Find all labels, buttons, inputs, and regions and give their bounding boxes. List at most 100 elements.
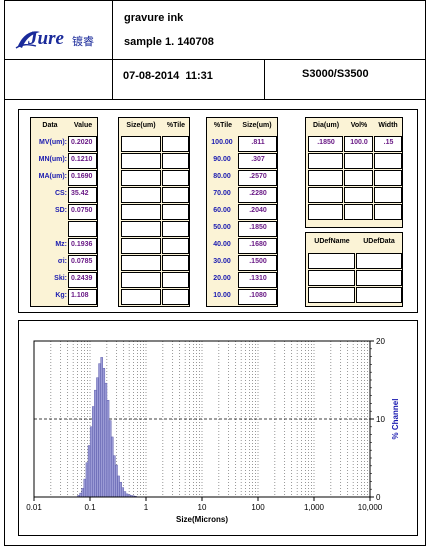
size-cell — [121, 289, 161, 305]
percentile-size: .811 — [251, 139, 265, 146]
percentile-size-cell: .1850 — [238, 221, 277, 237]
header-divider-bottom — [4, 99, 426, 100]
summary-value-cell: 0.1936 — [68, 238, 97, 254]
peak-diameter: .1850 — [317, 139, 335, 146]
summary-value-cell: 0.2020 — [68, 136, 97, 152]
percentile-size-cell: .307 — [238, 153, 277, 169]
peak-cell: 100.0 — [344, 136, 373, 152]
udef-data-cell — [356, 287, 402, 303]
size-col-tile: %Tile — [166, 122, 186, 129]
tile-cell — [162, 204, 189, 220]
percentile-size: .1680 — [249, 241, 267, 248]
tile-cell — [162, 187, 189, 203]
peak-cell — [308, 204, 343, 220]
summary-label: Kg: — [55, 292, 67, 299]
summary-table: Data Value MV(um): 0.2020 MN(um): 0.1210 MA(… — [30, 117, 98, 307]
size-cell — [121, 170, 161, 186]
size-cell — [121, 272, 161, 288]
tile-col-tile: %Tile — [213, 122, 233, 129]
summary-value: 0.1210 — [71, 156, 93, 163]
peak-cell — [344, 187, 373, 203]
summary-value-cell: 0.0785 — [68, 255, 97, 271]
peak-cell — [374, 153, 402, 169]
percentile-label: 10.00 — [213, 292, 231, 299]
percentile-table: %Tile Size(um) 100.00 .811 90.00 .307 80.00.… — [206, 117, 278, 307]
percentile-size-cell: .1310 — [238, 272, 277, 288]
percentile-label: 40.00 — [213, 241, 231, 248]
logo-swoosh-icon — [15, 31, 40, 49]
header-divider-top — [4, 59, 426, 60]
size-cell — [121, 238, 161, 254]
peak-cell — [374, 170, 402, 186]
peak-cell — [344, 204, 373, 220]
udef-data-cell — [356, 270, 402, 286]
udef-col-name: UDefName — [314, 238, 350, 245]
summary-value: 0.0785 — [71, 258, 93, 265]
peak-cell: .15 — [374, 136, 402, 152]
summary-label: SD: — [54, 207, 67, 214]
summary-label: MV(um): — [39, 139, 67, 146]
peak-cell — [308, 170, 343, 186]
product-name: gravure ink — [124, 12, 184, 24]
percentile-size: .2040 — [249, 207, 267, 214]
summary-value: 0.1936 — [71, 241, 93, 248]
peak-width: .15 — [383, 139, 394, 146]
tile-cell — [162, 136, 189, 152]
percentile-size-cell: .2040 — [238, 204, 277, 220]
udef-data-cell — [356, 253, 402, 269]
peak-cell — [308, 187, 343, 203]
tile-cell — [162, 272, 189, 288]
peak-col-vol: Vol% — [350, 122, 368, 129]
peak-volume: 100.0 — [350, 139, 368, 146]
percentile-label: 20.00 — [213, 275, 231, 282]
size-cell — [121, 204, 161, 220]
percentile-size: .307 — [251, 156, 265, 163]
summary-label: MA(um): — [38, 173, 67, 180]
udef-name-cell — [308, 287, 355, 303]
summary-value-cell: 0.1210 — [68, 153, 97, 169]
percentile-label: 70.00 — [213, 190, 231, 197]
percentile-size: .1500 — [249, 258, 267, 265]
size-cell — [121, 153, 161, 169]
chart-panel — [18, 320, 418, 536]
peak-cell: .1850 — [308, 136, 343, 152]
peak-col-dia: Dia(um) — [312, 122, 340, 129]
summary-label: σi: — [57, 258, 67, 265]
percentile-label: 30.00 — [213, 258, 231, 265]
tile-col-size: Size(um) — [242, 122, 272, 129]
percentile-label: 60.00 — [213, 207, 231, 214]
percentile-label: 80.00 — [213, 173, 231, 180]
tile-cell — [162, 221, 189, 237]
percentile-label: 90.00 — [213, 156, 231, 163]
percentile-size: .1310 — [249, 275, 267, 282]
summary-label: Mz: — [55, 241, 67, 248]
report-datetime: 07-08-2014 11:31 — [123, 70, 213, 82]
udef-col-data: UDefData — [363, 238, 395, 245]
percentile-size: .1080 — [249, 292, 267, 299]
summary-label: MN(um): — [38, 156, 67, 163]
summary-value: 35.42 — [71, 190, 89, 197]
summary-value-cell: 0.1690 — [68, 170, 97, 186]
percentile-size: .1850 — [249, 224, 267, 231]
percentile-size-cell: .2280 — [238, 187, 277, 203]
summary-value: 0.1690 — [71, 173, 93, 180]
percentile-size-cell: .1500 — [238, 255, 277, 271]
percentile-size-cell: .1080 — [238, 289, 277, 305]
summary-label: Ski: — [54, 275, 67, 282]
peak-table: Dia(um) Vol% Width .1850 100.0 .15 — [305, 117, 403, 228]
summary-value: 0.2020 — [71, 139, 93, 146]
summary-value-cell: 1.108 — [68, 289, 97, 305]
summary-value-cell: 0.2439 — [68, 272, 97, 288]
sample-name: sample 1. 140708 — [124, 36, 214, 48]
udef-name-cell — [308, 270, 355, 286]
size-cell — [121, 187, 161, 203]
percentile-label: 100.00 — [211, 139, 233, 146]
summary-col-data: Data — [42, 122, 58, 129]
peak-cell — [344, 170, 373, 186]
summary-label: CS: — [54, 190, 67, 197]
tile-cell — [162, 153, 189, 169]
summary-value: 1.108 — [71, 292, 89, 299]
size-tile-table: Size(um) %Tile — [118, 117, 190, 307]
size-cell — [121, 221, 161, 237]
header-logo-divider — [112, 0, 113, 99]
